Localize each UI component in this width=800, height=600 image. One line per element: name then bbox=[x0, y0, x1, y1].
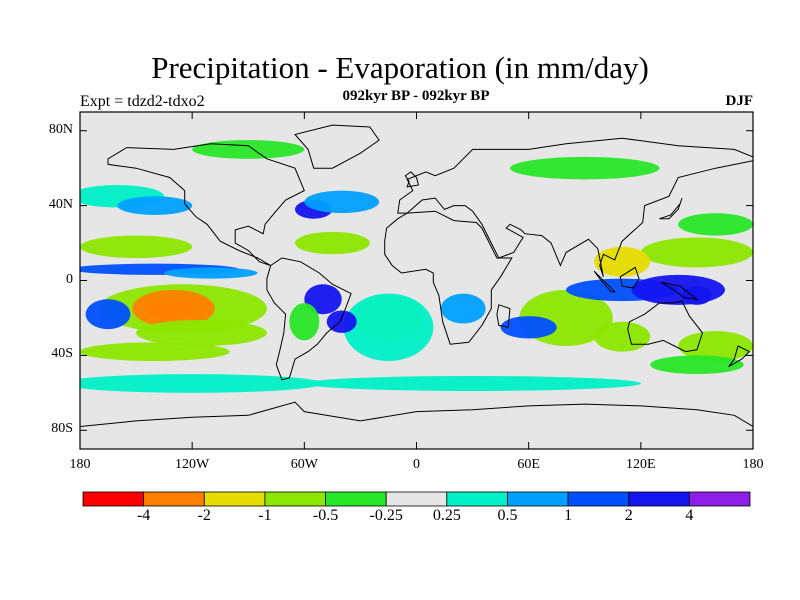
coastline-antarctica bbox=[80, 401, 753, 449]
coastline-new-guinea bbox=[661, 281, 699, 300]
field-region-pacific-dry-ring bbox=[132, 289, 215, 328]
colorbar-label: -1 bbox=[258, 507, 272, 524]
colorbar-swatch bbox=[385, 491, 448, 507]
x-tick-label: 0 bbox=[413, 457, 420, 472]
coastline-madagascar bbox=[496, 304, 511, 328]
coastline-australia bbox=[627, 300, 704, 353]
field-region-itcz-east-pacific-2 bbox=[164, 267, 258, 279]
field-region-north-pacific-dry bbox=[80, 235, 193, 259]
coastline-japan bbox=[659, 197, 683, 220]
colorbar-label: 0.5 bbox=[497, 507, 518, 524]
coastline-eurasia bbox=[397, 137, 753, 277]
coastline-south-america bbox=[266, 257, 352, 381]
y-tick-label: 40N bbox=[48, 196, 73, 212]
coastline-africa bbox=[384, 210, 513, 345]
field-region-indian-ocean-blue bbox=[500, 316, 557, 339]
colorbar-swatch bbox=[82, 491, 145, 507]
colorbar-swatch bbox=[203, 491, 266, 507]
coastline-borneo bbox=[619, 266, 640, 289]
field-region-se-pacific-arc bbox=[136, 319, 267, 347]
x-tick-label: 180 bbox=[69, 457, 91, 472]
field-region-maritime-blue bbox=[631, 274, 725, 305]
colorbar-swatch bbox=[264, 491, 326, 507]
field-region-sw-pacific-dry bbox=[678, 331, 753, 362]
field-region-arctic-green bbox=[192, 140, 305, 159]
field-region-n-pacific-dry-2 bbox=[678, 213, 753, 236]
colorbar-swatch bbox=[507, 491, 569, 507]
colorbar-swatch bbox=[688, 491, 751, 507]
field-region-australia-west-dry bbox=[594, 321, 651, 352]
coastline-greenland bbox=[294, 124, 380, 169]
coastline-sumatra bbox=[593, 270, 616, 293]
colorbar-swatch bbox=[446, 491, 508, 507]
field-region-south-pacific-band bbox=[80, 342, 230, 362]
field-region-w-pacific-dry bbox=[640, 237, 753, 268]
field-region-south-atlantic-ring bbox=[343, 293, 434, 362]
x-tick-label: 60W bbox=[290, 457, 318, 472]
colorbar-swatch bbox=[628, 491, 690, 507]
field-region-south-ocean-cyan bbox=[80, 374, 323, 393]
coastline-north-america bbox=[107, 143, 305, 266]
field-region-atlantic-dry bbox=[294, 231, 370, 255]
colorbar-label: -0.25 bbox=[369, 507, 403, 524]
field-region-south-ocean-cyan-2 bbox=[304, 375, 641, 391]
field-region-sa-dry bbox=[289, 302, 320, 341]
field-region-north-atlantic-wet bbox=[304, 190, 380, 214]
colorbar-swatch bbox=[567, 491, 630, 507]
field-region-siberia-green bbox=[509, 156, 660, 180]
colorbar-label: 1 bbox=[564, 507, 573, 524]
x-tick-label: 60E bbox=[517, 457, 540, 472]
field-region-brazil-east bbox=[326, 310, 357, 333]
x-tick-label: 120W bbox=[175, 457, 210, 472]
colorbar-label: 4 bbox=[685, 507, 694, 524]
field-region-amazon-wet bbox=[304, 284, 342, 315]
colorbar-label: -2 bbox=[197, 507, 211, 524]
y-tick-label: 80N bbox=[48, 121, 73, 137]
colorbar-label: 2 bbox=[624, 507, 633, 524]
colorbar-label: 0.25 bbox=[432, 507, 461, 524]
season-label: DJF bbox=[725, 93, 754, 109]
subtitle: 092kyr BP - 092kyr BP bbox=[342, 88, 490, 104]
colorbar-label: -0.5 bbox=[312, 507, 339, 524]
colorbar-swatch bbox=[325, 491, 387, 507]
y-tick-label: 80S bbox=[51, 421, 73, 437]
field-region-maritime-deep bbox=[681, 286, 712, 305]
coastline-uk bbox=[404, 171, 420, 188]
field-region-south-ocean-green bbox=[650, 355, 744, 375]
y-tick-label: 0 bbox=[66, 271, 73, 287]
field-region-n-pacific-wet bbox=[117, 196, 193, 215]
experiment-label: Expt = tdzd2-tdxo2 bbox=[80, 93, 205, 110]
y-tick-label: 40S bbox=[51, 346, 73, 362]
coastline-new-zealand bbox=[728, 345, 751, 368]
page-title: Precipitation - Evaporation (in mm/day) bbox=[151, 50, 649, 85]
colorbar-swatch bbox=[143, 491, 205, 507]
x-tick-label: 180 bbox=[742, 457, 764, 472]
field-region-africa-wet bbox=[440, 293, 486, 324]
x-tick-label: 120E bbox=[626, 457, 656, 472]
field-region-sw-pacific-blue bbox=[85, 299, 131, 330]
colorbar-label: -4 bbox=[136, 507, 151, 524]
